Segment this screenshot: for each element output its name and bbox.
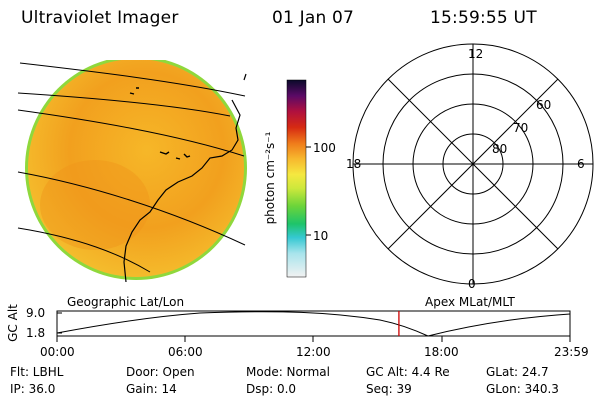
door-status: Door: Open	[126, 365, 195, 379]
disk-shading	[40, 160, 150, 250]
colorbar-tick-100: 100	[313, 141, 336, 155]
y-tick-label-max: 9.0	[26, 306, 46, 320]
polar-grid	[352, 43, 594, 285]
image-time: 15:59:55 UT	[430, 8, 537, 28]
gain-status: Gain: 14	[126, 382, 177, 396]
image-date: 01 Jan 07	[272, 8, 355, 28]
color-bar	[286, 79, 307, 278]
altitude-plot-frame	[56, 310, 571, 337]
filter-status: Flt: LBHL	[10, 365, 64, 379]
grid-line	[17, 227, 151, 273]
grid-line	[17, 171, 246, 246]
altitude-curve	[56, 311, 571, 337]
mlt-label-0: 0	[468, 277, 476, 291]
apex-title: Apex MLat/MLT	[425, 295, 515, 309]
uv-image	[17, 60, 247, 283]
seq-status: Seq: 39	[366, 382, 412, 396]
mlat-label-60: 60	[536, 98, 552, 112]
mlt-label-6: 6	[577, 157, 585, 171]
x-tick-label: 23:59	[554, 345, 589, 359]
glat-status: GLat: 24.7	[486, 365, 549, 379]
coastline	[123, 73, 247, 283]
colorbar-tick-10: 10	[313, 229, 329, 243]
grid-line	[19, 62, 246, 97]
gc-alt-axis-label: GC Alt	[6, 304, 20, 342]
grid-line	[17, 109, 245, 157]
ip-status: IP: 36.0	[10, 382, 56, 396]
x-tick-label: 00:00	[40, 345, 75, 359]
y-tick-label-min: 1.8	[26, 326, 46, 340]
instrument-title: Ultraviolet Imager	[21, 8, 179, 28]
mode-status: Mode: Normal	[246, 365, 330, 379]
mlat-label-80: 80	[492, 142, 508, 156]
island-marks	[129, 87, 191, 160]
glon-status: GLon: 340.3	[486, 382, 559, 396]
polar-diagonal	[387, 78, 559, 250]
colorbar-unit-label: photon cm⁻²s⁻¹	[263, 131, 277, 225]
x-tick-label: 18:00	[424, 345, 459, 359]
aurora-disk	[28, 60, 244, 277]
gc-alt-status: GC Alt: 4.4 Re	[366, 365, 450, 379]
geographic-title: Geographic Lat/Lon	[67, 295, 185, 309]
mlat-label-70: 70	[513, 121, 529, 135]
x-tick-label: 06:00	[168, 345, 203, 359]
dsp-status: Dsp: 0.0	[246, 382, 297, 396]
x-tick-label: 12:00	[296, 345, 331, 359]
mlt-label-12: 12	[468, 47, 484, 61]
grid-line	[17, 92, 231, 117]
mlt-label-18: 18	[346, 157, 362, 171]
